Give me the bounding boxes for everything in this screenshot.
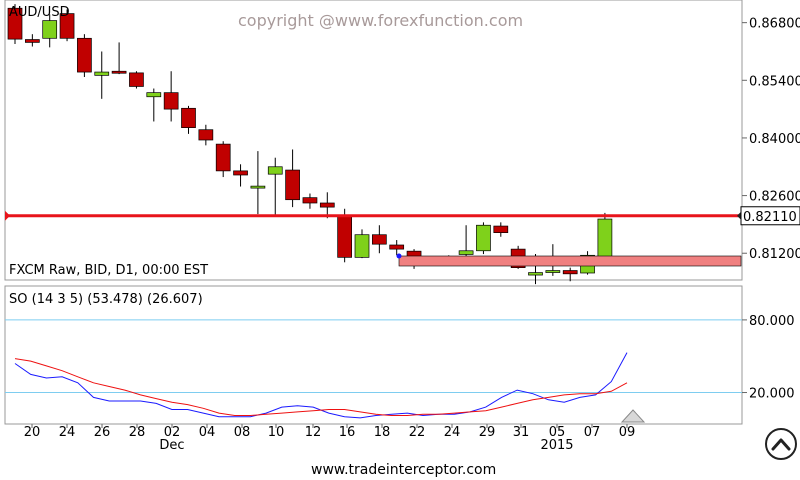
- so-tick-label: 20.000: [749, 387, 795, 402]
- candle-body: [111, 70, 127, 74]
- candle-body: [94, 71, 110, 76]
- date-tick-label: 20: [24, 425, 41, 440]
- date-tick-label: 07: [584, 425, 601, 440]
- date-tick-label: 24: [59, 425, 76, 440]
- date-tick-label: 29: [479, 425, 496, 440]
- so-title: SO (14 3 5) (53.478) (26.607): [9, 292, 203, 307]
- candle-body: [215, 143, 231, 172]
- candle-body: [7, 7, 23, 40]
- support-zone: [398, 255, 742, 267]
- candle-body: [354, 234, 370, 258]
- candle-body: [181, 107, 196, 128]
- symbol-label: AUD/USD: [9, 5, 70, 20]
- candle-body: [163, 92, 179, 110]
- current-price-line: 0.82110: [5, 206, 800, 226]
- date-tick-label: 24: [444, 425, 461, 440]
- date-tick-label: 08: [234, 425, 251, 440]
- price-ticks: 0.86800 0.85400 0.84000 0.82600 0.81200: [742, 17, 800, 262]
- chevron-up-icon: [771, 438, 791, 451]
- candle-body: [198, 129, 214, 141]
- date-tick-label: 02: [164, 425, 181, 440]
- footer-link[interactable]: www.tradeinterceptor.com: [311, 462, 496, 478]
- candle-body: [389, 244, 405, 250]
- candle-body: [267, 166, 283, 175]
- scroll-up-button[interactable]: [765, 428, 797, 460]
- date-period-label: 2015: [540, 438, 573, 453]
- date-tick-label: 28: [129, 425, 146, 440]
- price-tick-label: 0.85400: [749, 74, 800, 89]
- candle-body: [77, 37, 92, 73]
- date-tick-label: 05: [549, 425, 566, 440]
- candles-group: [7, 4, 613, 285]
- candle-body: [319, 202, 335, 208]
- date-tick-label: 18: [374, 425, 391, 440]
- so-d-line: [14, 358, 628, 416]
- candle-body: [250, 185, 266, 189]
- date-period-label: Dec: [159, 438, 184, 453]
- scroll-up-circle[interactable]: [765, 428, 797, 460]
- date-tick-label: 22: [409, 425, 426, 440]
- zone-anchor-dot: [396, 253, 402, 259]
- watermark: copyright @www.forexfunction.com: [238, 11, 523, 30]
- so-lines: [14, 352, 628, 419]
- left-price-arrow-icon: [5, 210, 10, 221]
- date-axis: 20 24 26 28 02 04 08 10 12 16 18 22 24 29 31 05 07 09 Dec 2…: [24, 424, 636, 453]
- date-tick-label: 16: [339, 425, 356, 440]
- price-tick-label: 0.84000: [749, 132, 800, 147]
- candle-body: [545, 270, 561, 273]
- candle-body: [59, 13, 75, 39]
- candle-body: [528, 272, 543, 276]
- date-tick-label: 10: [268, 425, 285, 440]
- price-tick-label: 0.81200: [749, 247, 800, 262]
- candle-body: [129, 72, 144, 87]
- candle-body: [372, 234, 387, 245]
- so-panel-frame: [4, 285, 743, 425]
- candle-body: [562, 270, 578, 275]
- so-ticks: 80.000 20.000: [5, 314, 795, 402]
- feed-label: FXCM Raw, BID, D1, 00:00 EST: [9, 263, 208, 278]
- current-price-box: [740, 206, 800, 226]
- date-tick-label: 04: [199, 425, 216, 440]
- date-tick-label: 26: [94, 425, 111, 440]
- date-tick-label: 12: [305, 425, 322, 440]
- so-tick-label: 80.000: [749, 314, 795, 329]
- scroll-marker-icon[interactable]: [620, 409, 646, 423]
- candle-body: [285, 169, 300, 201]
- price-tick-label: 0.86800: [749, 17, 800, 32]
- price-tick-label: 0.82600: [749, 190, 800, 205]
- so-k-line: [14, 352, 628, 419]
- candle-body: [458, 250, 474, 255]
- candle-body: [233, 170, 248, 176]
- candle-body: [337, 215, 352, 258]
- candle-body: [476, 224, 491, 252]
- date-tick-label: 31: [513, 425, 530, 440]
- candle-body: [302, 197, 318, 204]
- candle-body: [146, 92, 162, 98]
- candle-body: [25, 39, 40, 43]
- candle-body: [597, 218, 613, 259]
- candle-body: [493, 225, 509, 233]
- current-price-label: 0.82110: [743, 210, 797, 225]
- date-tick-label: 09: [619, 425, 636, 440]
- candle-body: [42, 20, 58, 39]
